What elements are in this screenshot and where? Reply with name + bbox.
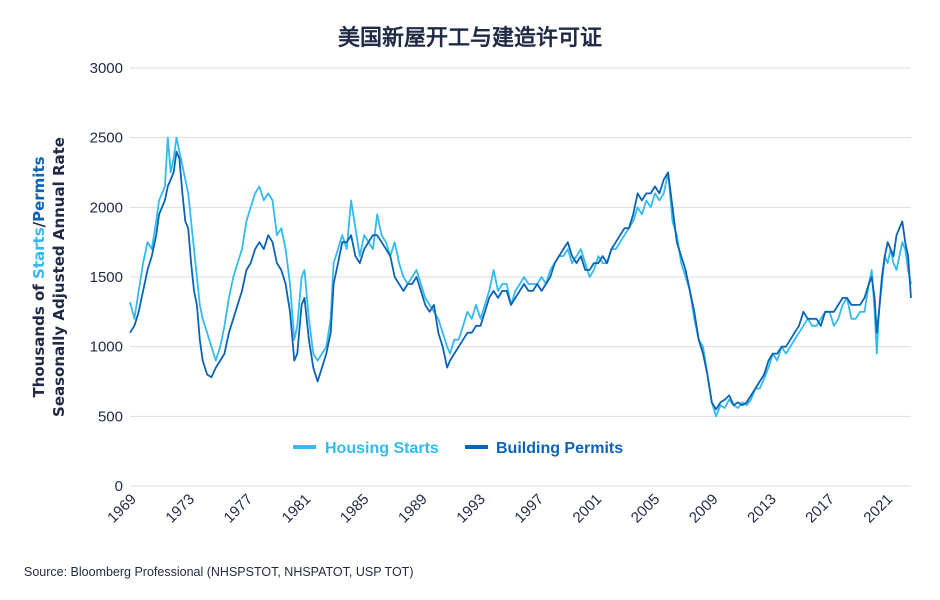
x-tick-label: 1989	[395, 491, 431, 527]
source-note: Source: Bloomberg Professional (NHSPSTOT…	[24, 565, 413, 579]
x-tick-label: 2005	[628, 491, 664, 527]
legend: Housing Starts Building Permits	[293, 440, 623, 457]
y-tick-label: 3000	[90, 60, 123, 77]
y-tick-label: 500	[98, 408, 123, 425]
x-tick-label: 1977	[221, 491, 257, 527]
y-axis-label: Thousands of Starts/Permits Seasonally A…	[30, 137, 68, 417]
y-tick-label: 1000	[90, 339, 123, 356]
y-tick-label: 0	[115, 478, 123, 495]
y-axis-label-line-2: Seasonally Adjusted Annual Rate	[50, 137, 68, 417]
series-lines	[129, 136, 912, 418]
y-label-part-slash: /	[30, 221, 48, 227]
x-tick-label: 2021	[860, 491, 896, 527]
y-axis: 0 500 1000 1500 2000 2500 3000	[90, 60, 123, 495]
y-tick-label: 1500	[90, 269, 123, 286]
y-axis-label-line-1: Thousands of Starts/Permits	[30, 156, 48, 397]
x-tick-label: 1997	[511, 491, 547, 527]
y-label-part-starts: Starts	[30, 227, 48, 279]
grid	[130, 67, 911, 487]
legend-label-building-permits: Building Permits	[496, 440, 623, 457]
series-line-housing-starts	[129, 136, 912, 418]
chart-title: 美国新屋开工与建造许可证	[338, 25, 602, 51]
y-tick-label: 2000	[90, 199, 123, 216]
x-tick-label: 2013	[744, 491, 780, 527]
y-label-part-thousands: Thousands of	[30, 279, 48, 398]
y-tick-label: 2500	[90, 130, 123, 147]
x-tick-label: 2017	[802, 491, 838, 527]
x-tick-label: 1993	[453, 491, 489, 527]
x-tick-label: 1985	[337, 491, 373, 527]
x-tick-label: 2001	[570, 491, 606, 527]
series-line-building-permits	[129, 150, 912, 411]
x-tick-label: 1981	[279, 491, 315, 527]
y-label-part-permits: Permits	[30, 156, 48, 222]
x-tick-label: 1969	[104, 491, 140, 527]
x-tick-label: 1973	[162, 491, 198, 527]
x-axis: 1969 1973 1977 1981 1985 1989 1993 1997 2001 2005…	[104, 491, 896, 527]
x-tick-label: 2009	[686, 491, 722, 527]
legend-label-housing-starts: Housing Starts	[325, 440, 439, 457]
